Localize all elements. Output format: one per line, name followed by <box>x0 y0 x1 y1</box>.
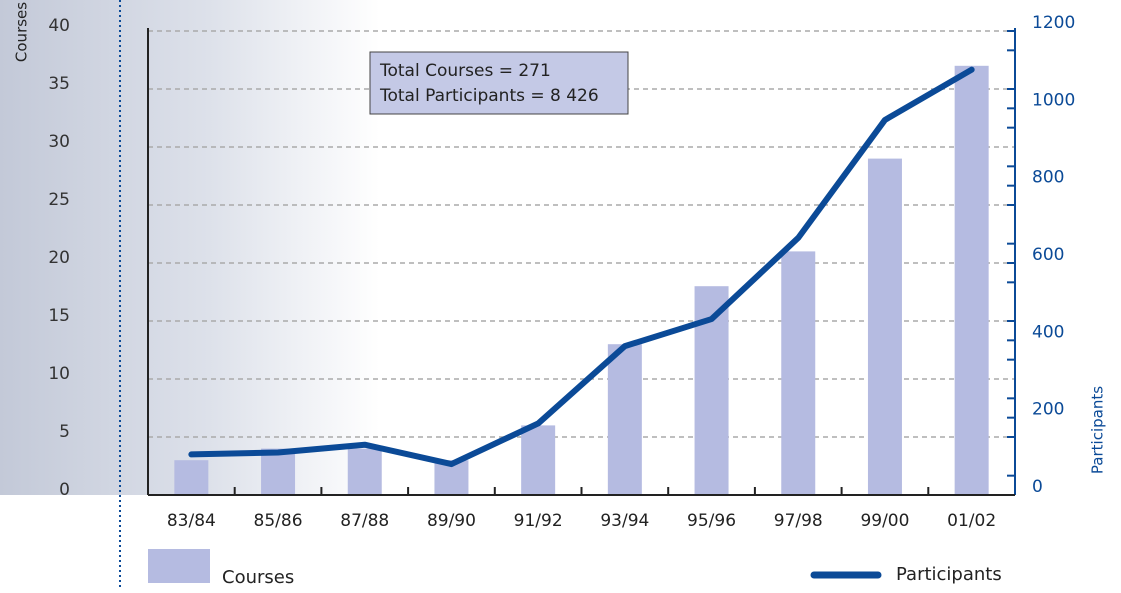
y2-tick-label: 600 <box>1032 245 1064 265</box>
y-tick-label: 35 <box>48 74 70 94</box>
legend-label: Participants <box>896 564 1002 585</box>
y-tick-label: 20 <box>48 248 70 268</box>
y-tick-label: 25 <box>48 190 70 210</box>
bar <box>955 66 989 495</box>
bar <box>174 460 208 495</box>
x-tick-label: 87/88 <box>340 511 389 531</box>
y-tick-label: 40 <box>48 16 70 36</box>
annotation: Total Participants = 8 426 <box>379 86 599 106</box>
bar <box>868 159 902 495</box>
bar <box>781 251 815 495</box>
legend-swatch <box>148 549 210 583</box>
y2-tick-label: 400 <box>1032 322 1064 342</box>
y-tick-label: 30 <box>48 132 70 152</box>
legend-label: Courses <box>222 567 294 588</box>
x-tick-label: 95/96 <box>687 511 736 531</box>
y-tick-label: 0 <box>59 480 70 500</box>
y2-tick-label: 0 <box>1032 477 1043 497</box>
y-tick-label: 10 <box>48 364 70 384</box>
y-axis-title: Courses <box>13 2 31 62</box>
y-tick-label: 5 <box>59 422 70 442</box>
bar <box>608 344 642 495</box>
y2-tick-label: 1000 <box>1032 90 1075 110</box>
x-tick-label: 89/90 <box>427 511 476 531</box>
x-tick-label: 01/02 <box>947 511 996 531</box>
y2-axis-title: Participants <box>1089 386 1107 474</box>
bar <box>521 425 555 495</box>
x-tick-label: 91/92 <box>514 511 563 531</box>
annotation: Total Courses = 271 <box>379 61 551 81</box>
x-tick-label: 99/00 <box>860 511 909 531</box>
y2-tick-label: 800 <box>1032 168 1064 188</box>
y2-tick-label: 1200 <box>1032 13 1075 33</box>
chart: Courses Participants Total Courses = 271… <box>0 0 1121 589</box>
y-tick-label: 15 <box>48 306 70 326</box>
x-tick-label: 83/84 <box>167 511 216 531</box>
bar <box>348 449 382 495</box>
x-tick-label: 93/94 <box>600 511 649 531</box>
x-tick-label: 85/86 <box>254 511 303 531</box>
y2-tick-label: 200 <box>1032 400 1064 420</box>
x-tick-label: 97/98 <box>774 511 823 531</box>
